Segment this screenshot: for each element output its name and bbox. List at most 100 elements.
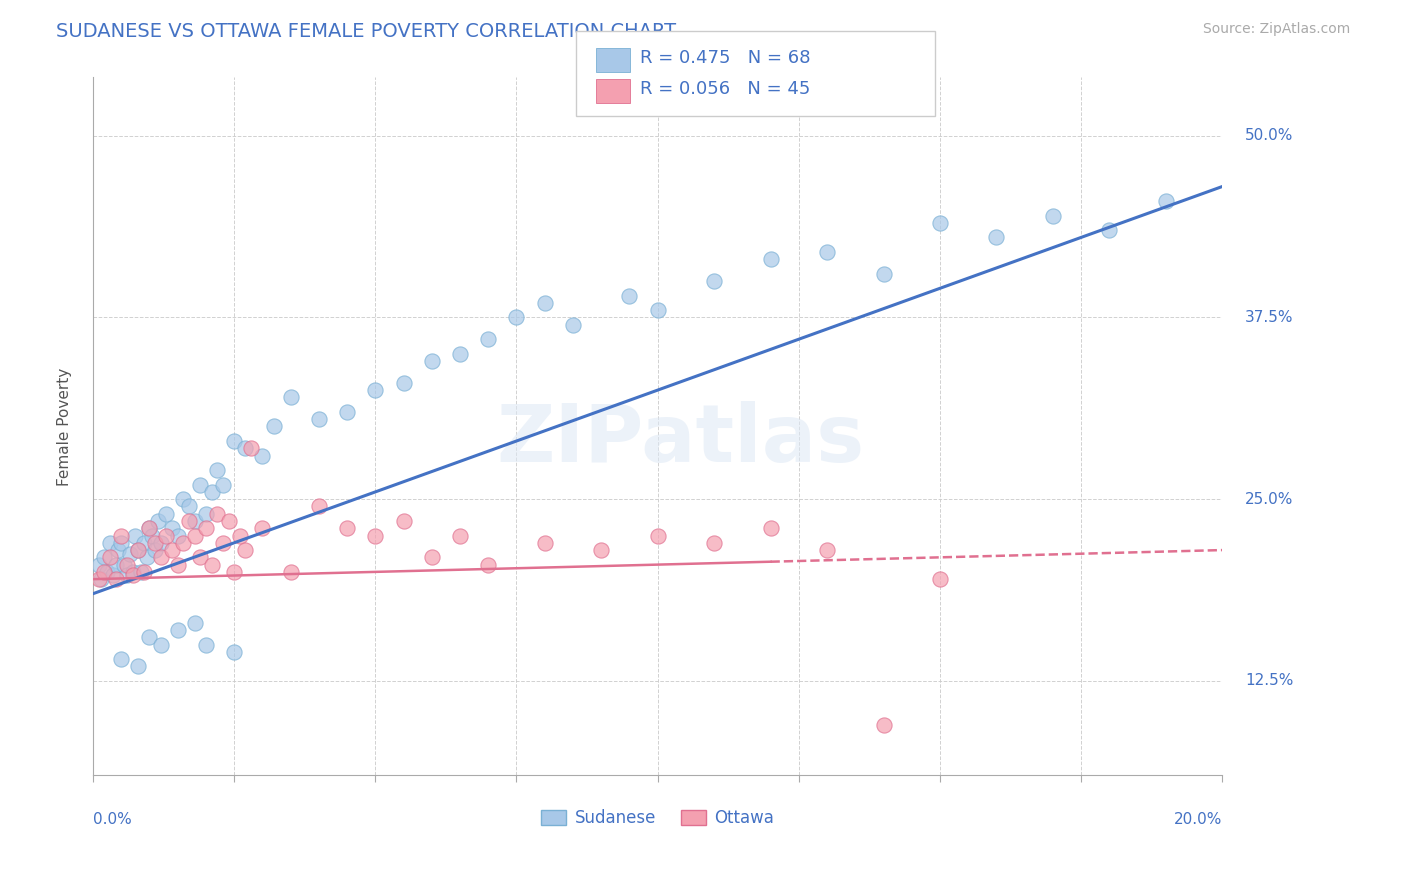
- Point: [759, 521, 782, 535]
- Text: R = 0.056   N = 45: R = 0.056 N = 45: [640, 80, 810, 98]
- Point: [127, 659, 149, 673]
- Text: 25.0%: 25.0%: [1244, 491, 1294, 507]
- Point: [96, 565, 118, 579]
- Point: [160, 543, 183, 558]
- Point: [252, 449, 274, 463]
- Point: [127, 543, 149, 558]
- Point: [143, 536, 166, 550]
- Point: [336, 405, 359, 419]
- Point: [280, 565, 302, 579]
- Point: [138, 630, 160, 644]
- Text: SUDANESE VS OTTAWA FEMALE POVERTY CORRELATION CHART: SUDANESE VS OTTAWA FEMALE POVERTY CORREL…: [56, 22, 676, 41]
- Point: [124, 528, 146, 542]
- Point: [155, 528, 177, 542]
- Point: [200, 558, 222, 572]
- Point: [115, 558, 138, 572]
- Point: [986, 230, 1008, 244]
- Point: [477, 332, 499, 346]
- Point: [212, 477, 235, 491]
- Point: [364, 383, 387, 397]
- Point: [759, 252, 782, 267]
- Point: [177, 514, 200, 528]
- Point: [160, 521, 183, 535]
- Point: [235, 543, 257, 558]
- Point: [177, 500, 200, 514]
- Point: [194, 521, 217, 535]
- Point: [194, 638, 217, 652]
- Point: [224, 434, 246, 448]
- Point: [132, 565, 155, 579]
- Point: [619, 288, 641, 302]
- Point: [172, 536, 194, 550]
- Point: [207, 507, 229, 521]
- Point: [449, 347, 471, 361]
- Point: [121, 567, 143, 582]
- Point: [420, 354, 443, 368]
- Point: [647, 303, 669, 318]
- Point: [110, 652, 132, 666]
- Point: [229, 528, 252, 542]
- Text: 50.0%: 50.0%: [1244, 128, 1294, 143]
- Point: [224, 645, 246, 659]
- Point: [364, 528, 387, 542]
- Point: [263, 419, 285, 434]
- Point: [562, 318, 585, 332]
- Point: [1098, 223, 1121, 237]
- Point: [104, 572, 127, 586]
- Point: [98, 536, 121, 550]
- Point: [87, 572, 110, 586]
- Point: [336, 521, 359, 535]
- Point: [591, 543, 613, 558]
- Point: [1154, 194, 1177, 208]
- Point: [392, 376, 415, 390]
- Point: [872, 267, 894, 281]
- Point: [110, 528, 132, 542]
- Point: [308, 500, 330, 514]
- Point: [420, 550, 443, 565]
- Y-axis label: Female Poverty: Female Poverty: [58, 368, 72, 485]
- Point: [166, 558, 188, 572]
- Point: [392, 514, 415, 528]
- Point: [252, 521, 274, 535]
- Point: [112, 558, 135, 572]
- Point: [280, 390, 302, 404]
- Point: [449, 528, 471, 542]
- Point: [188, 550, 211, 565]
- Point: [118, 548, 141, 562]
- Point: [115, 567, 138, 582]
- Point: [647, 528, 669, 542]
- Point: [929, 572, 952, 586]
- Point: [212, 536, 235, 550]
- Point: [194, 507, 217, 521]
- Text: 37.5%: 37.5%: [1244, 310, 1294, 325]
- Text: 12.5%: 12.5%: [1244, 673, 1294, 689]
- Point: [477, 558, 499, 572]
- Point: [505, 310, 527, 325]
- Point: [146, 514, 169, 528]
- Point: [183, 514, 205, 528]
- Point: [172, 492, 194, 507]
- Point: [149, 536, 172, 550]
- Point: [149, 550, 172, 565]
- Point: [101, 567, 124, 582]
- Point: [929, 216, 952, 230]
- Point: [308, 412, 330, 426]
- Point: [533, 296, 555, 310]
- Point: [104, 558, 127, 572]
- Point: [107, 543, 129, 558]
- Point: [166, 623, 188, 637]
- Point: [138, 521, 160, 535]
- Point: [93, 550, 115, 565]
- Point: [98, 550, 121, 565]
- Point: [149, 638, 172, 652]
- Point: [93, 565, 115, 579]
- Point: [533, 536, 555, 550]
- Point: [872, 717, 894, 731]
- Point: [815, 244, 838, 259]
- Point: [188, 477, 211, 491]
- Point: [87, 558, 110, 572]
- Point: [235, 442, 257, 456]
- Point: [138, 521, 160, 535]
- Point: [200, 484, 222, 499]
- Point: [135, 550, 157, 565]
